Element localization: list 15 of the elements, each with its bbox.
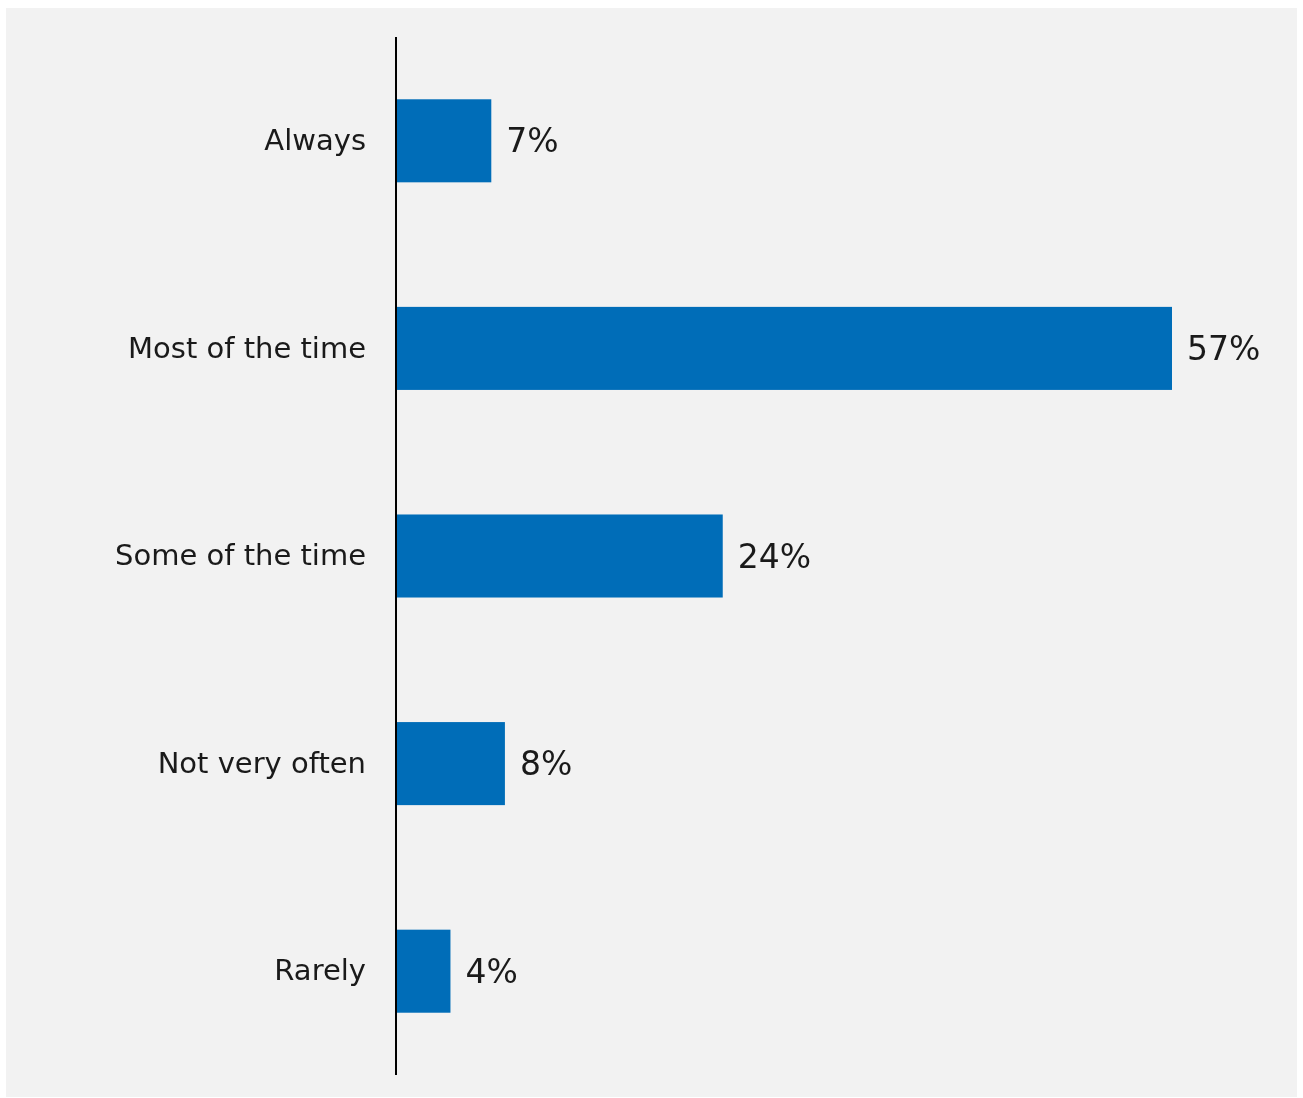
- y-tick-label: Always: [264, 123, 366, 158]
- data-label: 8%: [519, 744, 573, 784]
- y-tick-label: Not very often: [157, 745, 366, 780]
- data-label: 57%: [1187, 328, 1261, 368]
- data-label: 4%: [465, 951, 518, 991]
- y-tick-label: Most of the time: [128, 330, 366, 365]
- y-tick-label: Some of the time: [115, 538, 366, 573]
- bar: [396, 722, 505, 806]
- bar: [396, 99, 492, 183]
- bar: [396, 514, 723, 598]
- data-label: 24%: [737, 536, 812, 576]
- y-tick-label: Rarely: [274, 953, 366, 988]
- bar: [396, 929, 451, 1013]
- data-label: 7%: [506, 121, 559, 161]
- bar: [396, 306, 1172, 390]
